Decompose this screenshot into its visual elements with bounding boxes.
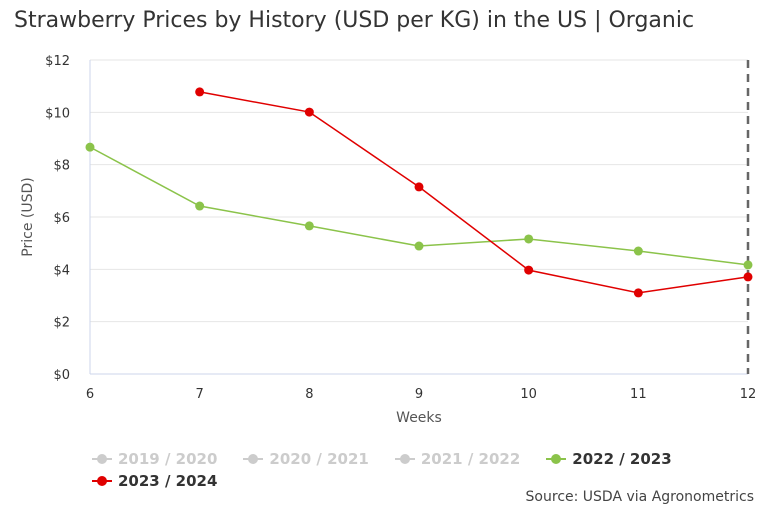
data-point: [195, 87, 205, 97]
data-point: [304, 107, 314, 117]
x-tick-label: 12: [740, 387, 757, 402]
x-tick-label: 6: [86, 387, 94, 402]
chart-title: Strawberry Prices by History (USD per KG…: [14, 8, 695, 33]
legend-marker-icon: [92, 476, 112, 486]
legend-marker-icon: [394, 454, 415, 464]
y-tick-label: $4: [53, 263, 70, 278]
data-point: [524, 265, 534, 275]
y-axis-title: Price (USD): [20, 177, 36, 256]
data-point: [743, 260, 753, 270]
data-point: [633, 246, 643, 256]
source-credit: Source: USDA via Agronometrics: [525, 489, 754, 505]
legend-marker-icon: [243, 454, 264, 464]
legend: 2019 / 2020 2020 / 2021 2021 / 2022 2022 / …: [92, 448, 712, 492]
x-tick-label: 8: [305, 387, 313, 402]
line-chart: $0 $2 $4 $6 $8 $10 $12 6 7 8 9 10 11 12 Weeks Price (US…: [20, 54, 757, 426]
legend-label: 2019 / 2020: [118, 450, 218, 468]
legend-item[interactable]: 2020 / 2021: [243, 448, 369, 470]
x-axis-title: Weeks: [396, 410, 442, 426]
legend-item[interactable]: 2022 / 2023: [546, 448, 672, 470]
legend-item[interactable]: 2023 / 2024: [92, 470, 217, 492]
x-tick-label: 11: [630, 387, 647, 402]
series-line: [199, 91, 749, 294]
y-tick-label: $6: [53, 211, 70, 226]
data-point: [195, 201, 205, 211]
y-tick-label: $2: [53, 316, 70, 331]
legend-label: 2023 / 2024: [118, 472, 218, 490]
data-point: [414, 182, 424, 192]
data-point: [633, 288, 643, 298]
legend-item[interactable]: 2021 / 2022: [394, 448, 521, 470]
legend-label: 2021 / 2022: [420, 450, 521, 468]
legend-label: 2022 / 2023: [572, 450, 672, 468]
y-tick-label: $10: [45, 106, 70, 121]
legend-marker-icon: [546, 454, 567, 464]
legend-label: 2020 / 2021: [269, 450, 369, 468]
x-tick-label: 10: [520, 387, 537, 402]
data-point: [414, 241, 424, 251]
data-point: [743, 272, 753, 282]
data-point: [85, 142, 95, 152]
y-tick-label: $12: [45, 54, 70, 69]
legend-item[interactable]: 2019 / 2020: [92, 448, 217, 470]
data-point: [304, 221, 314, 231]
y-tick-label: $0: [53, 368, 70, 383]
y-tick-label: $8: [53, 159, 70, 174]
data-point: [524, 234, 534, 244]
legend-marker-icon: [92, 454, 112, 464]
x-tick-label: 9: [415, 387, 423, 402]
x-tick-label: 7: [196, 387, 204, 402]
